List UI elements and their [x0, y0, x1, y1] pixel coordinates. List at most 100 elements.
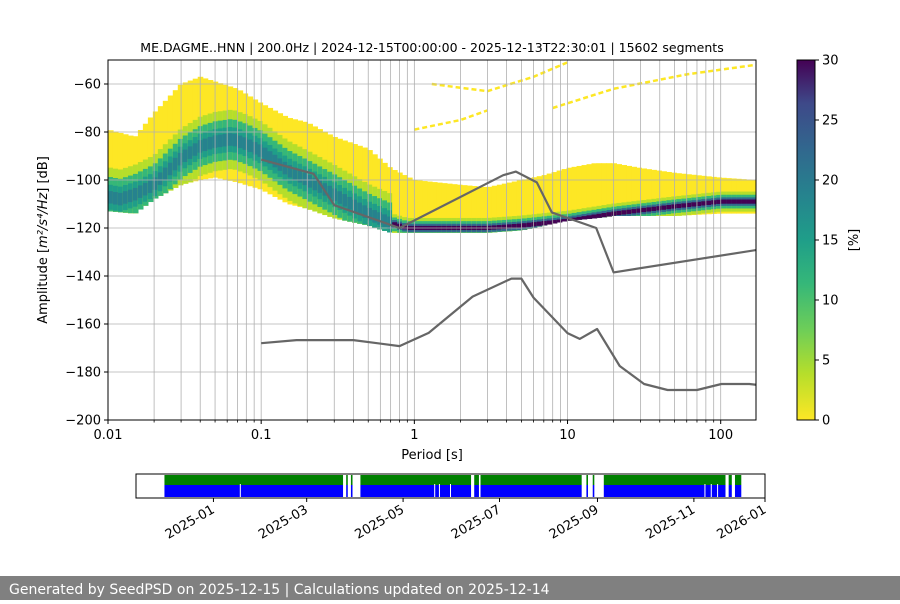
psd-band-cell	[536, 176, 543, 227]
psd-band-cell	[576, 165, 583, 220]
psd-band-cell	[596, 163, 603, 218]
psd-density-cell	[317, 180, 323, 193]
segment-bar	[728, 475, 732, 485]
psd-density-cell	[491, 225, 498, 230]
plot-frame	[107, 59, 757, 421]
psd-band-cell	[506, 182, 513, 232]
y-tick-label: −120	[65, 222, 101, 237]
segment-bar	[592, 475, 595, 485]
psd-density-cell	[202, 138, 209, 152]
psd-density-cell	[252, 141, 259, 155]
psd-density-cell	[496, 225, 503, 230]
psd-density-cell	[237, 135, 244, 149]
psd-density-cell	[741, 199, 747, 204]
psd-band-cell	[491, 185, 498, 233]
segment-bar	[346, 475, 348, 485]
availability-tick-label: 2025-05	[353, 502, 408, 542]
psd-density-cell	[501, 224, 508, 229]
psd-density-cell	[576, 216, 583, 220]
segment-bar	[586, 475, 588, 485]
psd-band-cell	[546, 173, 553, 225]
availability-tick-label: 2025-09	[547, 502, 602, 542]
psd-density-cell	[726, 199, 732, 204]
psd-band-cell	[681, 173, 687, 216]
psd-band-cell	[581, 165, 588, 220]
segment-bar	[360, 475, 472, 485]
psd-density-cell	[586, 215, 593, 219]
psd-density-cell	[257, 144, 264, 157]
psd-band-cell	[621, 165, 627, 216]
psd-density-cell	[372, 210, 378, 223]
psd-density-cell	[561, 219, 568, 222]
y-tick-label: −60	[74, 78, 101, 93]
psd-density-cell	[626, 209, 632, 214]
psd-density-cell	[352, 199, 358, 213]
psd-density-cell	[606, 212, 613, 217]
psd-density-cell	[751, 199, 756, 204]
psd-band-cell	[601, 163, 608, 218]
psd-density-cell	[267, 151, 274, 164]
psd-band-cell	[651, 169, 657, 216]
psd-spurious-trace	[414, 109, 488, 131]
nhnm-line	[260, 158, 756, 274]
psd-density-cell	[506, 224, 513, 229]
psd-band-cell	[541, 175, 548, 226]
psd-density-cell	[656, 206, 662, 211]
psd-density-cell	[681, 203, 687, 208]
psd-band-cell	[516, 180, 523, 231]
psd-density-cell	[207, 136, 214, 150]
segment-bar	[350, 475, 353, 485]
psd-density-cell	[122, 191, 129, 204]
psd-density-cell	[192, 143, 199, 156]
psd-band-cell	[631, 166, 637, 216]
psd-band-cell	[671, 172, 677, 216]
y-tick-label: −160	[65, 318, 101, 333]
availability-tick-label: 2025-11	[643, 502, 698, 542]
data-bar	[360, 485, 472, 497]
psd-density-cell	[347, 196, 353, 210]
chart-title: ME.DAGME..HNN | 200.0Hz | 2024-12-15T00:…	[140, 40, 723, 55]
psd-density-cell	[546, 220, 553, 225]
psd-density-cell	[282, 161, 289, 175]
psd-band-cell	[586, 164, 593, 219]
y-tick-label: −180	[65, 366, 101, 381]
x-tick-label: 0.01	[94, 428, 123, 443]
segment-bar	[164, 475, 344, 485]
psd-band-cell	[531, 177, 538, 228]
psd-band-cell	[501, 183, 508, 232]
x-tick-label: 0.1	[251, 428, 272, 443]
colorbar-tick-label: 30	[822, 54, 839, 69]
data-bar	[603, 485, 726, 497]
colorbar-tick-label: 5	[822, 354, 830, 369]
psd-density-cell	[162, 167, 169, 181]
availability-bars	[164, 475, 742, 497]
psd-density-cell	[556, 219, 563, 223]
psd-density-cell	[147, 180, 154, 193]
psd-density-cell	[247, 139, 254, 153]
y-axis: −60 −80 −100 −120 −140 −160 −180 −200	[65, 78, 108, 429]
psd-band-cell	[486, 186, 493, 233]
colorbar-tick-label: 20	[822, 174, 839, 189]
psd-density-cell	[671, 204, 677, 209]
psd-band-cell	[521, 179, 528, 230]
psd-band-cell	[561, 169, 568, 222]
segment-bar	[480, 475, 582, 485]
colorbar-gradient	[797, 60, 815, 420]
psd-band-cell	[526, 178, 533, 229]
psd-density-cell	[387, 216, 393, 230]
y-tick-label: −140	[65, 270, 101, 285]
psd-density-cell	[621, 210, 627, 215]
psd-density-cell	[227, 133, 234, 146]
psd-density-cell	[342, 194, 348, 207]
availability-frame	[135, 473, 766, 499]
psd-density-cell	[132, 187, 139, 201]
data-bar	[164, 485, 344, 497]
psd-density-cell	[232, 133, 239, 147]
data-bar	[346, 485, 348, 497]
psd-density-cell	[302, 172, 308, 186]
psd-density-cell	[357, 202, 363, 216]
psd-density-cell	[172, 157, 179, 171]
x-axis-label: Period [s]	[401, 448, 463, 463]
y-tick-label: −100	[65, 174, 101, 189]
psd-density-cell	[591, 214, 598, 219]
